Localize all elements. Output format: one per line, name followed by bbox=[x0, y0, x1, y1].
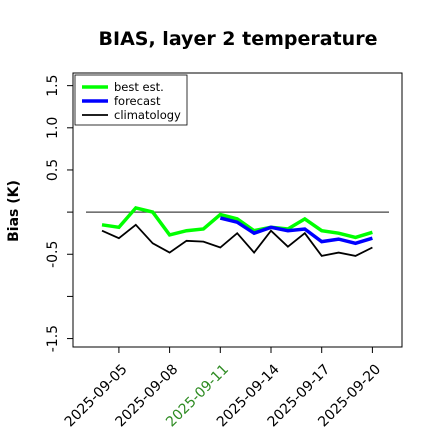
legend-label: climatology bbox=[114, 108, 181, 122]
y-tick-label: 1.5 bbox=[45, 75, 61, 97]
series-line-best-est bbox=[101, 205, 373, 240]
series-line-forecast bbox=[219, 216, 373, 246]
y-axis-label: Bias (K) bbox=[6, 180, 22, 242]
x-axis: 2025-09-052025-09-082025-09-112025-09-14… bbox=[62, 347, 384, 430]
chart-title: BIAS, layer 2 temperature bbox=[99, 28, 378, 50]
series-lines bbox=[101, 205, 373, 257]
series-line-climatology bbox=[101, 223, 373, 257]
y-axis: -1.5 -0.5 0.5 1.0 1.5 bbox=[45, 75, 73, 352]
legend-label: forecast bbox=[114, 94, 161, 108]
plot-frame bbox=[72, 72, 403, 348]
y-tick-label: 1.0 bbox=[45, 117, 61, 139]
y-tick-label: 0.5 bbox=[45, 159, 61, 181]
y-tick-label: -0.5 bbox=[45, 241, 61, 268]
y-tick-label: -1.5 bbox=[45, 325, 61, 352]
legend-label: best est. bbox=[114, 80, 164, 94]
